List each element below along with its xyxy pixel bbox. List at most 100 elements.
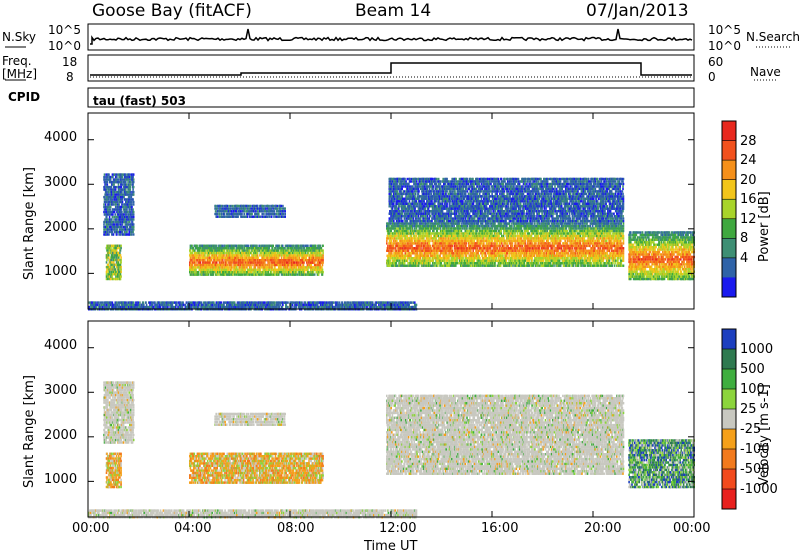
data-cell <box>261 259 264 262</box>
data-cell <box>389 259 391 262</box>
data-cell <box>262 271 265 274</box>
nsky-line <box>90 28 693 45</box>
data-cell <box>125 180 127 184</box>
data-cell <box>256 204 259 208</box>
data-cell <box>458 224 460 228</box>
data-cell <box>294 273 297 276</box>
data-cell <box>259 215 262 218</box>
data-cell <box>121 200 124 204</box>
data-cell <box>126 208 128 211</box>
data-cell <box>423 237 425 240</box>
data-cell <box>278 244 281 247</box>
data-cell <box>109 208 111 211</box>
data-cell <box>222 266 224 269</box>
data-cell <box>207 261 210 264</box>
data-cell <box>251 254 254 257</box>
data-cell <box>402 227 405 230</box>
data-cell <box>280 263 282 267</box>
data-cell <box>241 261 243 264</box>
data-cell <box>226 261 228 264</box>
data-cell <box>313 261 316 264</box>
data-cell <box>401 237 404 240</box>
data-cell <box>104 218 106 221</box>
data-cell <box>131 208 133 211</box>
data-cell <box>243 256 245 259</box>
data-cell <box>292 247 294 250</box>
data-cell <box>259 266 261 269</box>
data-cell <box>130 200 133 204</box>
data-cell <box>295 266 297 269</box>
data-cell <box>108 218 111 221</box>
data-cell <box>226 263 228 267</box>
data-cell <box>106 215 108 219</box>
data-cell <box>243 247 246 250</box>
data-cell <box>190 256 192 259</box>
data-cell <box>444 237 446 240</box>
data-cell <box>204 244 207 247</box>
data-cell <box>414 234 416 238</box>
data-cell <box>255 254 258 257</box>
data-cell <box>283 268 285 271</box>
data-cell <box>220 261 222 264</box>
data-cell <box>322 254 324 257</box>
data-cell <box>114 249 117 252</box>
colorbar-tick: 4 <box>740 252 748 265</box>
data-cell <box>202 251 204 255</box>
data-cell <box>108 185 110 189</box>
data-cell <box>199 251 201 255</box>
data-cell <box>248 263 250 267</box>
data-cell <box>121 210 123 214</box>
data-cell <box>107 228 110 231</box>
data-cell <box>308 271 311 274</box>
data-cell <box>129 203 132 206</box>
data-cell <box>303 259 305 262</box>
data-cell <box>439 254 441 257</box>
data-cell <box>411 227 414 230</box>
data-cell <box>272 261 274 264</box>
data-cell <box>110 273 113 276</box>
data-cell <box>430 234 432 238</box>
data-cell <box>203 271 206 274</box>
data-cell <box>310 263 313 267</box>
data-cell <box>242 268 244 271</box>
data-cell <box>121 205 123 209</box>
data-cell <box>428 247 430 250</box>
data-cell <box>277 249 280 252</box>
data-cell <box>237 215 239 218</box>
data-cell <box>214 249 217 252</box>
data-cell <box>243 261 245 264</box>
data-cell <box>195 261 197 264</box>
data-cell <box>224 273 226 276</box>
data-cell <box>207 268 210 271</box>
data-cell <box>247 273 249 276</box>
data-cell <box>120 244 122 247</box>
data-cell <box>132 215 135 219</box>
data-cell <box>120 275 122 278</box>
data-cell <box>108 251 111 255</box>
data-cell <box>105 277 108 281</box>
data-cell <box>132 208 134 211</box>
data-cell <box>106 246 108 250</box>
data-cell <box>403 262 406 265</box>
data-cell <box>120 205 122 209</box>
data-cell <box>267 204 270 208</box>
data-cell <box>250 251 253 255</box>
data-cell <box>208 244 210 247</box>
data-cell <box>212 247 215 250</box>
data-cell <box>222 261 225 264</box>
data-cell <box>241 244 244 247</box>
data-cell <box>198 256 200 259</box>
data-cell <box>320 247 323 250</box>
data-cell <box>192 273 194 276</box>
cpid-label: CPID <box>8 91 40 103</box>
data-cell <box>457 244 459 248</box>
data-cell <box>116 175 118 179</box>
data-cell <box>196 254 199 257</box>
data-cell <box>241 259 243 262</box>
data-cell <box>207 263 210 267</box>
data-cell <box>439 264 441 267</box>
data-cell <box>192 247 194 250</box>
data-cell <box>107 200 110 204</box>
data-cell <box>190 251 193 255</box>
data-cell <box>119 270 121 274</box>
